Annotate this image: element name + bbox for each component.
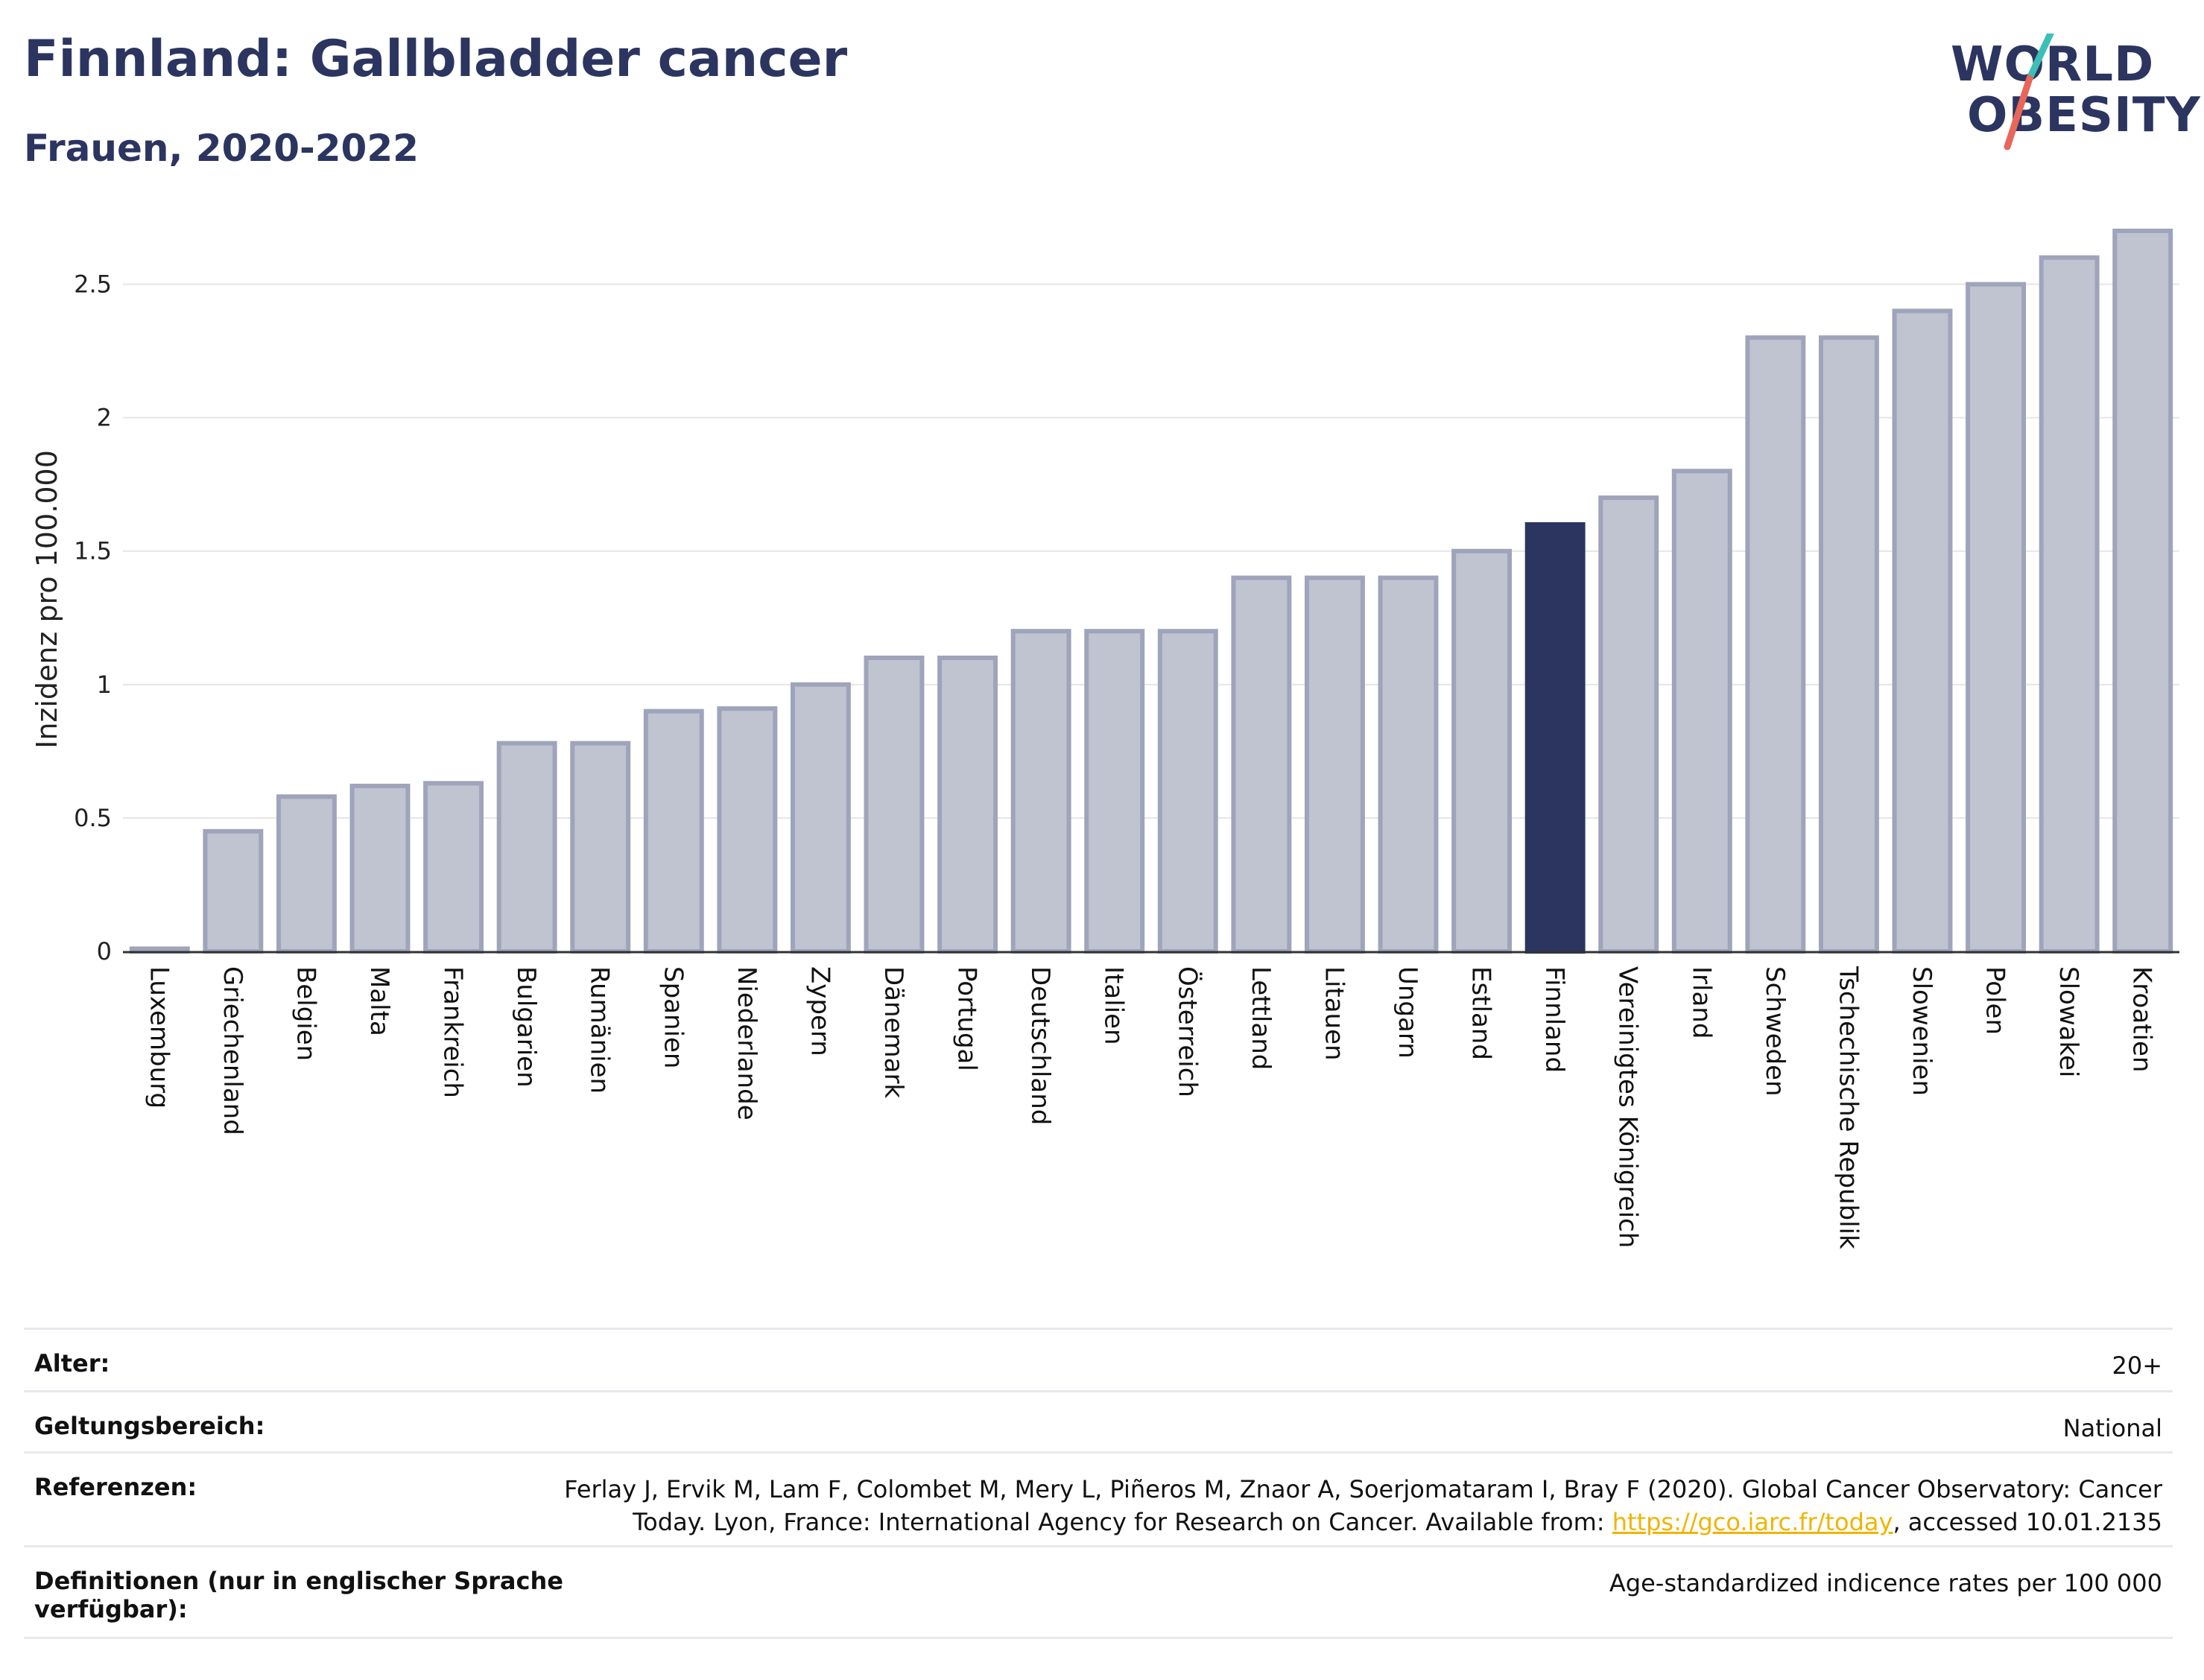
- bar: [1745, 335, 1806, 954]
- bar: [1378, 575, 1439, 954]
- y-tick-label: 1: [97, 671, 112, 699]
- bar: [423, 781, 484, 954]
- x-tick-label: Slowenien: [1907, 966, 1937, 1096]
- meta-value-definitions: Age-standardized indicence rates per 100…: [1609, 1569, 2162, 1597]
- x-tick-label: Belgien: [291, 966, 320, 1061]
- meta-label-definitions: Definitionen (nur in englischer Sprache …: [34, 1567, 563, 1623]
- x-tick-label: Luxemburg: [144, 966, 174, 1109]
- x-tick-label: Zypern: [805, 966, 835, 1056]
- bar: [864, 656, 925, 954]
- x-tick-label: Irland: [1686, 966, 1716, 1039]
- bar: [1304, 575, 1365, 954]
- bar: [937, 656, 998, 954]
- bar: [2039, 255, 2100, 954]
- y-tick-label: 2.5: [74, 270, 112, 299]
- bar: [643, 709, 704, 954]
- meta-row-references: Referenzen: Ferlay J, Ervik M, Lam F, Co…: [24, 1451, 2173, 1545]
- logo-line-world: WORLD: [1951, 37, 2155, 92]
- x-tick-label: Kroatien: [2127, 966, 2157, 1072]
- x-tick-label: Deutschland: [1025, 966, 1055, 1125]
- bar: [496, 741, 557, 954]
- page-title: Finnland: Gallbladder cancer: [24, 30, 848, 89]
- meta-row-age: Alter: 20+: [24, 1328, 2173, 1390]
- metadata-table: Alter: 20+ Geltungsbereich: National Ref…: [24, 1328, 2173, 1639]
- x-tick-label: Schweden: [1760, 966, 1790, 1097]
- x-tick-label: Frankreich: [438, 966, 468, 1098]
- meta-value-references: Ferlay J, Ervik M, Lam F, Colombet M, Me…: [564, 1473, 2162, 1538]
- logo-slash-icon: [2004, 34, 2054, 150]
- reference-accessed: , accessed 10.01.2135: [1893, 1508, 2162, 1536]
- x-tick-label: Litauen: [1319, 966, 1349, 1061]
- x-tick-label: Österreich: [1172, 966, 1203, 1097]
- bar: [1231, 575, 1292, 954]
- bar: [349, 783, 411, 954]
- x-tick-label: Polen: [1980, 966, 2010, 1035]
- bar: [1598, 495, 1659, 954]
- y-tick-label: 1.5: [74, 537, 112, 565]
- y-tick-label: 2: [97, 404, 112, 432]
- bar: [1084, 629, 1145, 954]
- y-tick-label: 0.5: [74, 804, 112, 832]
- bar: [129, 946, 190, 954]
- meta-row-definitions: Definitionen (nur in englischer Sprache …: [24, 1545, 2173, 1639]
- bar: [276, 794, 337, 954]
- x-tick-label: Estland: [1466, 966, 1496, 1060]
- meta-label-references: Referenzen:: [34, 1473, 197, 1501]
- x-tick-label: Slowakei: [2053, 966, 2083, 1077]
- x-tick-label: Portugal: [952, 966, 982, 1071]
- x-tick-label: Lettland: [1246, 966, 1276, 1070]
- x-tick-label: Italien: [1099, 966, 1129, 1045]
- y-tick-label: 0: [97, 937, 112, 966]
- bar: [1010, 629, 1071, 954]
- bar: [1157, 629, 1218, 954]
- x-tick-label: Rumänien: [585, 966, 615, 1094]
- logo-line-obesity: OBESITY: [1967, 88, 2201, 143]
- x-tick-label: Griechenland: [218, 966, 247, 1135]
- bar: [1671, 469, 1732, 954]
- x-tick-label: Tschechische Republik: [1833, 966, 1863, 1249]
- meta-row-scope: Geltungsbereich: National: [24, 1390, 2173, 1451]
- meta-value-scope: National: [2062, 1414, 2162, 1442]
- x-tick-label: Dänemark: [878, 966, 908, 1098]
- bar: [570, 741, 631, 954]
- x-tick-label: Spanien: [658, 966, 688, 1068]
- bar: [1892, 308, 1953, 954]
- x-tick-label: Vereinigtes Königreich: [1613, 966, 1643, 1248]
- bar-chart: 0 0.5 1 1.5 2 2.5 Inzidenz pro 100.000 Luxembur…: [31, 228, 2179, 1249]
- x-tick-label: Bulgarien: [511, 966, 541, 1088]
- bar: [1966, 282, 2027, 954]
- logo-slash-top: [2026, 34, 2054, 82]
- y-axis-title: Inzidenz pro 100.000: [31, 450, 63, 749]
- bar: [790, 682, 851, 954]
- bar: [1818, 335, 1879, 954]
- reference-link[interactable]: https://gco.iarc.fr/today: [1612, 1508, 1893, 1536]
- bar: [203, 828, 264, 954]
- bar: [1451, 548, 1513, 954]
- meta-label-scope: Geltungsbereich:: [34, 1412, 265, 1440]
- logo-slash-bottom: [2004, 75, 2033, 150]
- bar: [1524, 522, 1586, 954]
- page-subtitle: Frauen, 2020-2022: [24, 127, 419, 170]
- world-obesity-logo: WORLD OBESITY: [1945, 34, 2200, 160]
- bar: [2112, 228, 2173, 954]
- meta-value-age: 20+: [2112, 1351, 2162, 1380]
- x-tick-label: Malta: [364, 966, 394, 1036]
- reference-text: Ferlay J, Ervik M, Lam F, Colombet M, Me…: [564, 1475, 2162, 1536]
- meta-label-age: Alter:: [34, 1349, 110, 1378]
- bar: [717, 706, 778, 954]
- x-tick-label: Ungarn: [1393, 966, 1422, 1059]
- x-tick-label: Niederlande: [732, 966, 761, 1120]
- x-tick-label: Finnland: [1539, 966, 1569, 1073]
